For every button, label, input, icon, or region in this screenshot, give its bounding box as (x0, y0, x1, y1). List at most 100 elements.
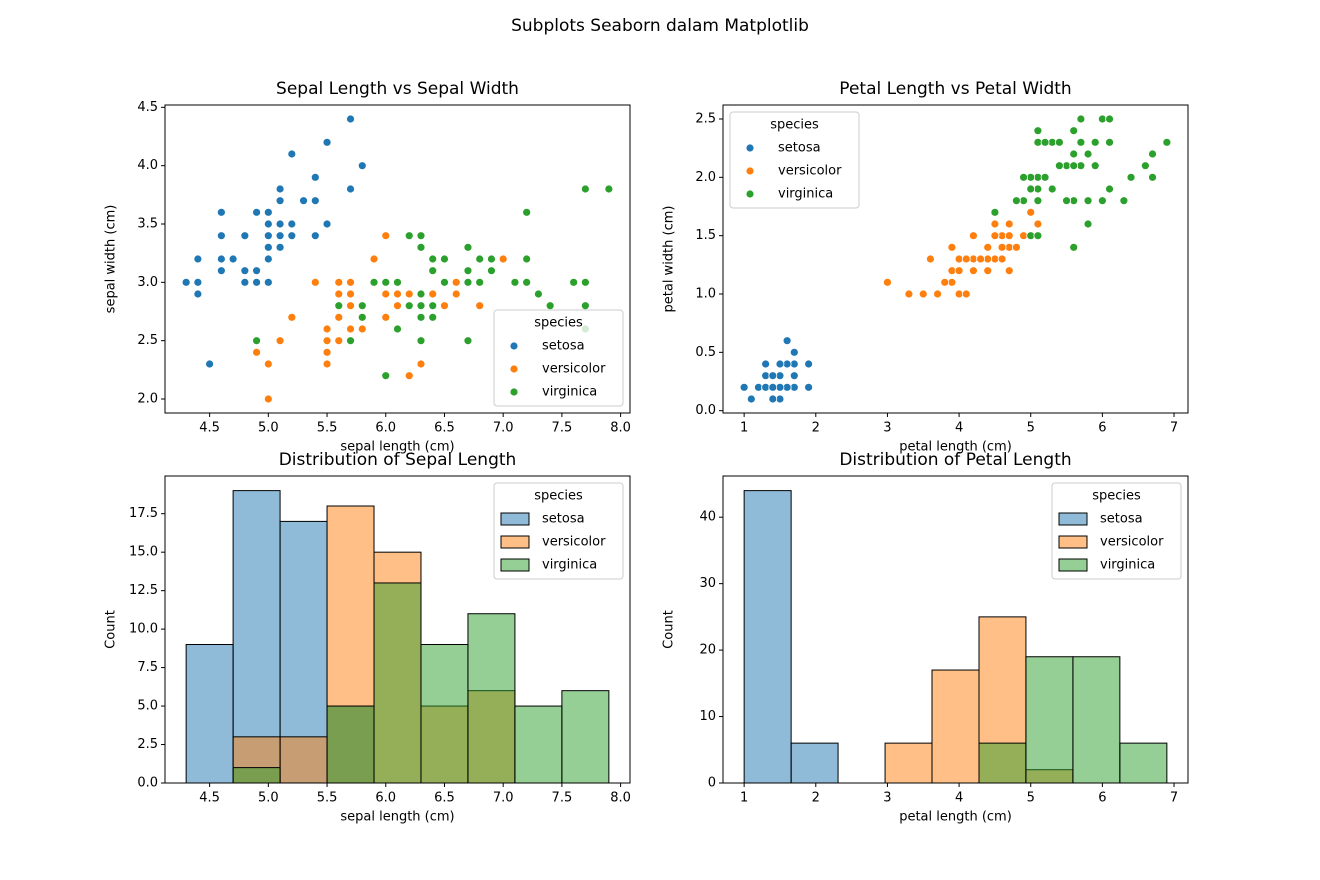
legend-box (493, 482, 624, 580)
point (983, 266, 993, 276)
y-tick-label: 2.5 (137, 737, 158, 752)
point (1105, 114, 1114, 124)
legend-label: setosa (778, 141, 821, 156)
point (346, 184, 355, 194)
point (1162, 137, 1172, 147)
point (263, 277, 273, 287)
point (782, 336, 792, 346)
point (954, 266, 964, 276)
point (310, 172, 320, 182)
point (322, 219, 332, 229)
x-tick-label: 7 (1170, 791, 1178, 806)
axes-frame (722, 475, 1189, 784)
point (990, 231, 1000, 241)
point (1076, 114, 1086, 124)
point (947, 242, 957, 252)
point (1033, 126, 1043, 136)
marks (185, 490, 610, 784)
point (275, 196, 285, 206)
point (580, 277, 590, 287)
histogram-bar (743, 490, 792, 784)
point (381, 371, 391, 381)
axes-frame (722, 104, 1189, 414)
point (193, 254, 203, 264)
y-tick-label: 3.5 (137, 217, 158, 232)
point (969, 231, 978, 241)
x-tick-label: 5 (1027, 791, 1035, 806)
point (463, 336, 473, 346)
point (604, 184, 614, 194)
point (381, 312, 391, 322)
point (322, 347, 332, 357)
point (275, 231, 285, 241)
point (983, 242, 993, 252)
point (322, 324, 332, 334)
y-axis-label: petal width (cm) (662, 206, 677, 313)
point (428, 254, 438, 264)
point (287, 149, 297, 159)
y-tick-label: 2.5 (695, 112, 716, 127)
point (976, 254, 985, 264)
point (926, 254, 935, 264)
point (1090, 137, 1100, 147)
point (997, 254, 1007, 264)
point (346, 301, 355, 311)
point (369, 254, 379, 264)
point (216, 254, 226, 264)
point (322, 359, 332, 369)
y-tick-label: 20 (699, 643, 716, 658)
point (416, 312, 426, 322)
y-axis-label: Count (662, 610, 677, 649)
point (739, 382, 749, 392)
legend-label: versicolor (1100, 535, 1164, 550)
point (1062, 196, 1071, 206)
y-tick-label: 3.0 (137, 275, 158, 290)
point (1026, 207, 1036, 217)
point (768, 394, 778, 404)
x-tick-label: 5.5 (317, 421, 338, 436)
point (498, 254, 508, 264)
y-tick-label: 4.5 (137, 100, 158, 115)
point (522, 277, 532, 287)
legend-label: virginica (1100, 558, 1155, 573)
point (381, 231, 391, 241)
point (263, 219, 273, 229)
point (263, 242, 273, 252)
point (334, 277, 344, 287)
x-tick-label: 8.0 (610, 791, 631, 806)
point (357, 301, 367, 311)
histogram-bar (884, 742, 933, 784)
histogram-bar (514, 705, 563, 784)
point (216, 207, 226, 217)
point (393, 277, 402, 287)
x-tick-label: 6.5 (434, 791, 455, 806)
point (1004, 219, 1014, 229)
subplot: 4.5 5.0 5.5 6.0 6.5 7.0 7.5 8.0 0.0 2.5 5.0 7.5 10.0… (104, 450, 631, 825)
point (1097, 196, 1107, 206)
histogram-bar (420, 644, 469, 784)
legend-label: virginica (778, 187, 833, 202)
point (1033, 196, 1043, 206)
point (545, 301, 555, 311)
legend-swatch (500, 535, 530, 549)
legend: species setosa versicolor virginica (493, 482, 624, 580)
point (463, 277, 473, 287)
histogram-bar (467, 613, 516, 784)
y-tick-label: 2.5 (137, 333, 158, 348)
marks (739, 114, 1172, 404)
point (310, 196, 320, 206)
point (990, 219, 1000, 229)
point (428, 301, 438, 311)
x-tick-label: 2 (812, 421, 820, 436)
point (1069, 161, 1079, 171)
point (534, 289, 543, 299)
x-tick-label: 1 (740, 421, 748, 436)
legend-label: versicolor (542, 535, 606, 550)
point (933, 289, 942, 299)
point (789, 371, 799, 381)
point (334, 301, 344, 311)
point (804, 382, 814, 392)
point (193, 277, 203, 287)
